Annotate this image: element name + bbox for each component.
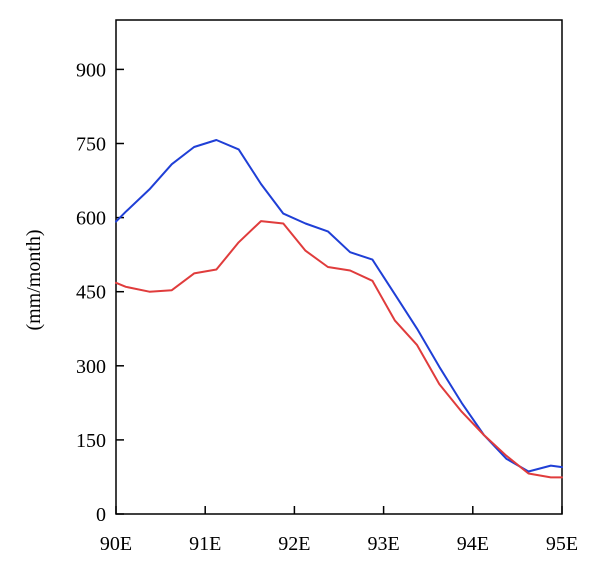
x-tick-label: 90E	[100, 533, 132, 555]
y-tick-label: 150	[76, 430, 106, 452]
series-lines	[115, 139, 563, 479]
y-tick-label: 900	[76, 59, 106, 81]
x-tick-label: 93E	[367, 533, 399, 555]
y-tick-label: 600	[76, 208, 106, 230]
y-tick-label: 450	[76, 282, 106, 304]
y-tick-label: 750	[76, 134, 106, 156]
x-axis-ticks: 90E 91E 92E 93E 94E 95E	[100, 506, 578, 555]
y-axis-title: (mm/month)	[23, 229, 45, 330]
x-tick-label: 91E	[189, 533, 221, 555]
x-tick-label: 94E	[457, 533, 489, 555]
x-tick-label: 95E	[546, 533, 578, 555]
plot-frame	[115, 19, 563, 515]
y-tick-label: 300	[76, 356, 106, 378]
x-tick-label: 92E	[278, 533, 310, 555]
y-tick-label: 0	[96, 504, 106, 526]
series-line-1	[115, 139, 563, 473]
series-line-2	[115, 220, 563, 479]
y-axis-ticks: 0 150 300 450 600 750 900	[76, 59, 124, 526]
